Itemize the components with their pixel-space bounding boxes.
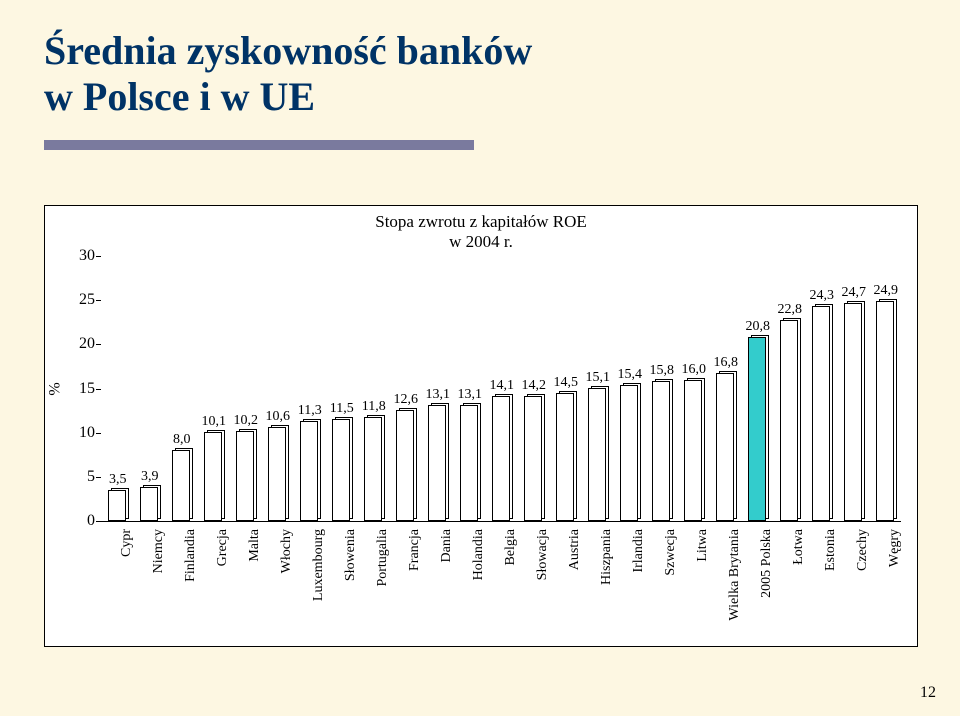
y-tick-label: 20	[55, 335, 95, 353]
page-number: 12	[920, 684, 936, 702]
bar: 3,5	[108, 490, 127, 521]
x-axis-label: Dania	[439, 529, 455, 562]
bar-value-label: 16,8	[706, 355, 746, 371]
x-axis-label: Słowenia	[343, 529, 359, 581]
bar: 16,8	[716, 373, 735, 521]
x-axis-label: 2005 Polska	[759, 529, 775, 598]
bar: 14,5	[556, 393, 575, 521]
bar-value-label: 3,9	[130, 469, 170, 485]
x-axis-label: Austria	[567, 529, 583, 570]
x-axis-label: Szwecja	[663, 529, 679, 576]
x-axis-label: Niemcy	[151, 529, 167, 573]
x-axis-label: Luxembourg	[311, 529, 327, 601]
bar: 11,8	[364, 417, 383, 521]
bar: 12,6	[396, 410, 415, 521]
x-axis-label: Holandia	[471, 529, 487, 580]
x-axis-label: Irlandia	[631, 529, 647, 573]
chart-plot-area: 3,53,98,010,110,210,611,311,511,812,613,…	[101, 256, 901, 521]
slide: Średnia zyskowność banków w Polsce i w U…	[0, 0, 960, 716]
bar: 24,3	[812, 306, 831, 521]
bar: 10,1	[204, 432, 223, 521]
y-tick-label: 15	[55, 380, 95, 398]
bar: 3,9	[140, 487, 159, 521]
bar: 24,9	[876, 301, 895, 521]
bar: 14,2	[524, 396, 543, 521]
x-axis-label: Cypr	[119, 529, 135, 557]
x-axis-label: Malta	[247, 529, 263, 562]
bar: 8,0	[172, 450, 191, 521]
bar: 13,1	[428, 405, 447, 521]
x-axis-label: Łotwa	[791, 529, 807, 565]
x-axis-label: Wielka Brytania	[727, 529, 743, 621]
bar: 13,1	[460, 405, 479, 521]
bar: 10,6	[268, 427, 287, 521]
x-axis-label: Słowacja	[535, 529, 551, 580]
bar-value-label: 8,0	[162, 432, 202, 448]
bar: 22,8	[780, 320, 799, 521]
title-underline	[44, 140, 474, 150]
x-axis-label: Portugalia	[375, 529, 391, 587]
bar: 15,1	[588, 388, 607, 521]
x-axis-label: Czechy	[855, 529, 871, 571]
bar: 14,1	[492, 396, 511, 521]
y-tick-label: 30	[55, 247, 95, 265]
x-axis-label: Finlandia	[183, 529, 199, 582]
x-axis-labels: Cypr Niemcy Finlandia Grecja Malta Włochy Luxe…	[101, 521, 901, 646]
title-line-1: Średnia zyskowność banków	[44, 28, 916, 74]
x-axis-label: Węgry	[887, 529, 903, 567]
x-axis-label: Hiszpania	[599, 529, 615, 585]
title-line-2: w Polsce i w UE	[44, 74, 916, 120]
x-axis-label: Belgia	[503, 529, 519, 566]
bar: 16,0	[684, 380, 703, 521]
bar: 11,5	[332, 419, 351, 521]
bar: 24,7	[844, 303, 863, 521]
x-axis-label: Włochy	[279, 529, 295, 573]
bar: 11,3	[300, 421, 319, 521]
page-title: Średnia zyskowność banków w Polsce i w U…	[44, 28, 916, 120]
y-tick-label: 5	[55, 468, 95, 486]
chart-bars: 3,53,98,010,110,210,611,311,511,812,613,…	[101, 256, 901, 521]
y-axis-labels: 051015202530	[45, 256, 101, 521]
bar-value-label: 20,8	[738, 319, 778, 335]
roe-chart: Stopa zwrotu z kapitałów ROEw 2004 r. % …	[44, 205, 918, 647]
x-axis-label: Grecja	[215, 529, 231, 566]
y-tick-label: 0	[55, 512, 95, 530]
bar: 20,8	[748, 337, 767, 521]
bar: 15,8	[652, 381, 671, 521]
x-axis-label: Estonia	[823, 529, 839, 571]
chart-title: Stopa zwrotu z kapitałów ROEw 2004 r.	[45, 212, 917, 252]
bar: 15,4	[620, 385, 639, 521]
y-tick-label: 25	[55, 291, 95, 309]
bar-value-label: 24,9	[866, 283, 906, 299]
y-tick-label: 10	[55, 424, 95, 442]
x-axis-label: Litwa	[695, 529, 711, 562]
bar: 10,2	[236, 431, 255, 521]
x-axis-label: Francja	[407, 529, 423, 571]
